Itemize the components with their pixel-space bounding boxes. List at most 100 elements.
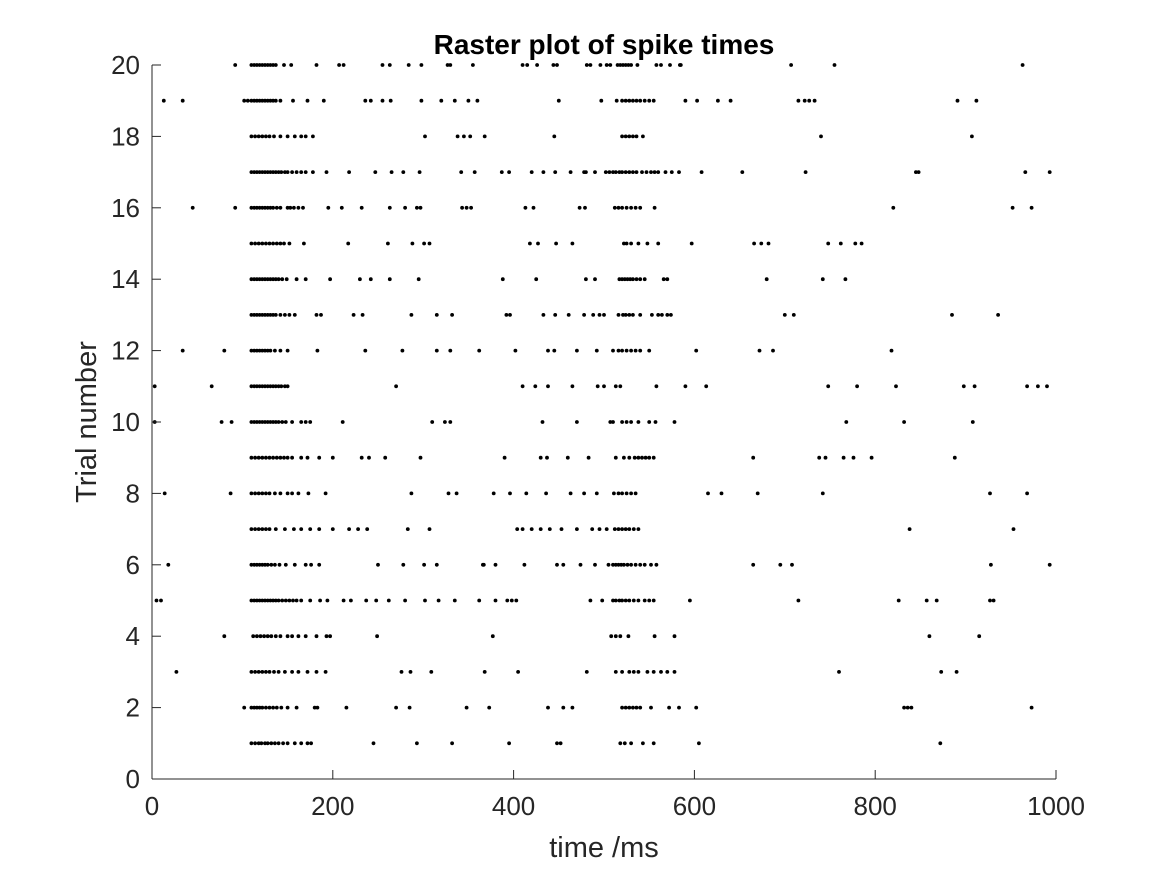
spike-point-trial-12 — [594, 348, 599, 353]
x-tick-label: 800 — [854, 791, 897, 821]
spike-point-trial-6 — [522, 562, 527, 567]
spike-point-trial-3 — [627, 670, 632, 674]
spike-point-trial-9 — [823, 455, 828, 460]
spike-point-trial-2 — [909, 705, 914, 710]
spike-point-trial-7 — [308, 527, 313, 531]
spike-point-trial-17 — [499, 170, 504, 175]
spike-point-trial-6 — [751, 562, 756, 567]
spike-point-trial-13 — [268, 313, 273, 317]
spike-point-trial-20 — [525, 63, 530, 67]
spike-point-trial-17 — [459, 170, 464, 175]
spike-point-trial-6 — [611, 562, 615, 567]
spike-point-trial-7 — [620, 527, 624, 531]
spike-point-trial-9 — [565, 455, 570, 460]
spike-point-trial-6 — [654, 562, 659, 567]
spike-point-trial-5 — [287, 598, 292, 603]
spike-point-trial-6 — [555, 562, 559, 567]
spike-point-trial-19 — [419, 98, 424, 103]
spike-point-trial-6 — [638, 562, 643, 567]
spike-point-trial-16 — [531, 205, 536, 210]
spike-point-trial-10 — [340, 420, 345, 424]
spike-point-trial-15 — [302, 241, 306, 246]
spike-point-trial-11 — [602, 384, 606, 389]
spike-point-trial-17 — [260, 170, 265, 175]
spike-point-trial-8 — [491, 491, 496, 496]
spike-point-trial-10 — [283, 420, 288, 424]
spike-point-trial-1 — [415, 741, 419, 746]
spike-point-trial-3 — [429, 670, 434, 674]
spike-point-trial-13 — [782, 313, 787, 317]
spike-point-trial-1 — [299, 741, 304, 746]
spike-point-trial-10 — [271, 420, 275, 424]
spike-point-trial-11 — [1045, 384, 1049, 389]
spike-point-trial-17 — [652, 170, 657, 175]
spike-point-trial-6 — [255, 562, 259, 567]
spike-point-trial-20 — [520, 63, 525, 67]
spike-point-trial-17 — [541, 170, 546, 175]
spike-point-trial-10 — [611, 420, 615, 424]
spike-point-trial-1 — [622, 741, 627, 746]
spike-point-trial-11 — [260, 384, 265, 389]
spike-point-trial-14 — [276, 277, 281, 282]
spike-point-trial-20 — [257, 63, 262, 67]
spike-point-trial-16 — [418, 205, 423, 210]
spike-point-trial-3 — [665, 670, 670, 674]
spike-point-trial-20 — [789, 63, 793, 67]
spike-point-trial-18 — [303, 134, 308, 139]
x-tick-label: 600 — [673, 791, 716, 821]
spike-point-trial-18 — [264, 134, 268, 139]
spike-point-trial-7 — [636, 527, 641, 531]
spike-point-trial-19 — [623, 98, 628, 103]
spike-point-trial-6 — [260, 562, 265, 567]
spike-point-trial-13 — [252, 313, 257, 317]
spike-point-trial-2 — [631, 705, 635, 710]
spike-point-trial-3 — [939, 670, 944, 674]
y-tick-label: 4 — [126, 621, 140, 651]
spike-point-trial-5 — [265, 598, 270, 603]
spike-point-trial-12 — [434, 348, 439, 353]
spike-point-trial-19 — [439, 98, 444, 103]
spike-point-trial-16 — [415, 205, 419, 210]
spike-point-trial-11 — [283, 384, 287, 389]
spike-point-trial-8 — [323, 491, 328, 496]
spike-point-trial-7 — [283, 527, 287, 531]
spike-point-trial-15 — [689, 241, 694, 246]
spike-point-trial-10 — [265, 420, 270, 424]
spike-point-trial-9 — [249, 455, 254, 460]
spike-point-trial-12 — [477, 348, 482, 353]
spike-point-trial-15 — [752, 241, 756, 246]
spike-point-trial-7 — [427, 527, 432, 531]
spike-point-trial-7 — [604, 527, 609, 531]
spike-point-trial-11 — [263, 384, 267, 389]
spike-point-trial-7 — [356, 527, 360, 531]
spike-point-trial-11 — [654, 384, 659, 389]
spike-point-trial-8 — [253, 491, 257, 496]
spike-point-trial-10 — [902, 420, 906, 424]
spike-point-trial-14 — [634, 277, 639, 282]
spike-point-trial-17 — [255, 170, 259, 175]
spike-point-trial-14 — [416, 277, 421, 282]
y-tick-label: 14 — [111, 264, 140, 294]
spike-point-trial-19 — [260, 98, 265, 103]
spike-point-trial-7 — [529, 527, 534, 531]
spike-point-trial-10 — [308, 420, 313, 424]
spike-point-trial-3 — [264, 670, 268, 674]
spike-point-trial-13 — [638, 313, 643, 317]
spike-point-trial-12 — [620, 348, 624, 353]
spike-point-trial-13 — [591, 313, 596, 317]
spike-point-trial-5 — [325, 598, 330, 603]
spike-point-trial-12 — [575, 348, 579, 353]
spike-point-trial-6 — [633, 562, 638, 567]
spike-point-trial-8 — [616, 491, 621, 496]
spike-point-trial-2 — [905, 705, 910, 710]
spike-point-trial-16 — [233, 205, 238, 210]
spike-point-trial-14 — [303, 277, 308, 282]
spike-point-trial-16 — [583, 205, 587, 210]
spike-point-trial-1 — [249, 741, 254, 746]
spike-point-trial-17 — [603, 170, 608, 175]
spike-point-trial-14 — [843, 277, 848, 282]
spike-point-trial-20 — [623, 63, 628, 67]
spike-point-trial-11 — [961, 384, 966, 389]
spike-point-trial-20 — [678, 63, 683, 67]
spike-point-trial-19 — [631, 98, 635, 103]
